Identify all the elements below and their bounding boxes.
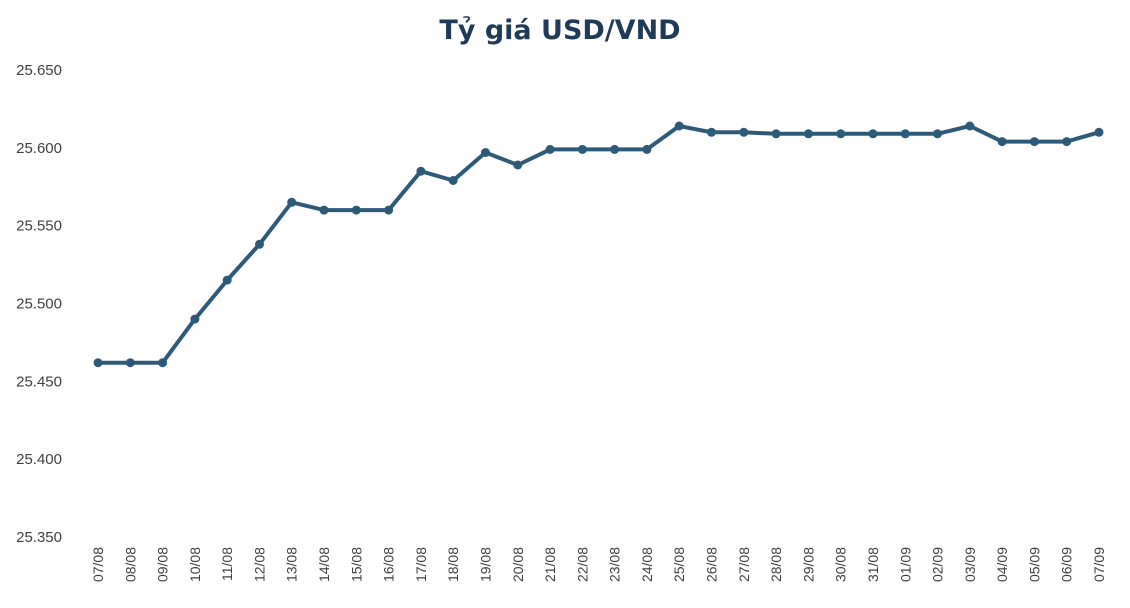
x-tick-label: 30/08 — [833, 547, 849, 582]
x-tick-label: 24/08 — [639, 547, 655, 582]
y-tick-label: 25.600 — [16, 140, 62, 157]
x-tick-label: 06/09 — [1059, 547, 1075, 582]
chart-title: Tỷ giá USD/VND — [439, 15, 680, 46]
x-tick-label: 13/08 — [284, 547, 300, 582]
x-tick-label: 05/09 — [1026, 547, 1042, 582]
x-axis: 07/08 08/08 09/08 10/08 11/08 12/08 13/08 14/08… — [90, 547, 1107, 582]
data-point — [93, 358, 103, 368]
data-point — [803, 129, 813, 139]
data-point — [933, 129, 942, 139]
data-point — [836, 129, 846, 139]
x-tick-label: 02/09 — [930, 547, 946, 582]
x-tick-label: 19/08 — [477, 547, 493, 582]
data-point — [1094, 127, 1104, 137]
x-tick-label: 26/08 — [704, 547, 720, 582]
x-tick-label: 22/08 — [574, 547, 590, 582]
x-tick-label: 15/08 — [348, 547, 364, 582]
data-point — [577, 144, 587, 154]
data-point — [384, 205, 394, 215]
x-tick-label: 11/08 — [219, 547, 235, 581]
x-tick-label: 18/08 — [445, 547, 461, 582]
data-point — [287, 197, 297, 207]
data-point — [416, 166, 426, 176]
data-point — [997, 137, 1007, 147]
y-tick-label: 25.650 — [16, 62, 62, 79]
series-line — [96, 124, 1101, 365]
data-point — [545, 144, 555, 154]
data-point — [965, 121, 975, 131]
x-tick-label: 16/08 — [381, 547, 397, 582]
x-tick-label: 25/08 — [671, 547, 687, 582]
data-point — [481, 148, 490, 157]
data-point — [900, 129, 910, 139]
x-tick-label: 28/08 — [768, 547, 784, 582]
x-tick-label: 20/08 — [510, 547, 526, 582]
data-point — [674, 121, 684, 131]
x-tick-label: 10/08 — [187, 547, 203, 582]
data-point — [642, 144, 652, 154]
x-tick-label: 04/09 — [994, 547, 1010, 582]
x-tick-label: 07/09 — [1091, 547, 1107, 582]
y-tick-label: 25.500 — [16, 296, 62, 313]
y-tick-label: 25.550 — [16, 218, 62, 235]
data-point — [222, 275, 232, 285]
y-axis: 25.350 25.400 25.450 25.500 25.550 25.600 25.6… — [16, 62, 62, 546]
data-point — [351, 205, 361, 215]
x-tick-label: 09/08 — [155, 547, 171, 582]
x-tick-label: 17/08 — [413, 547, 429, 582]
data-point — [1062, 137, 1072, 147]
x-tick-label: 14/08 — [316, 547, 332, 582]
y-tick-label: 25.350 — [16, 529, 62, 546]
data-point — [448, 176, 458, 185]
x-tick-label: 23/08 — [607, 547, 623, 582]
x-tick-label: 03/09 — [962, 547, 978, 582]
data-point — [255, 239, 264, 249]
data-point — [739, 127, 749, 137]
data-point — [610, 144, 620, 154]
x-tick-label: 21/08 — [542, 547, 558, 582]
x-tick-label: 01/09 — [897, 547, 913, 582]
data-point — [513, 160, 523, 170]
data-point — [319, 205, 329, 215]
x-tick-label: 08/08 — [122, 547, 138, 582]
x-tick-label: 12/08 — [251, 547, 267, 582]
data-point — [771, 129, 781, 139]
x-tick-label: 31/08 — [865, 547, 881, 582]
data-point — [125, 358, 135, 368]
data-point — [1029, 137, 1039, 147]
data-point — [158, 358, 168, 368]
x-tick-label: 29/08 — [800, 547, 816, 582]
data-point — [868, 129, 878, 139]
y-tick-label: 25.400 — [16, 451, 62, 468]
series-layer — [93, 121, 1104, 368]
x-tick-label: 07/08 — [90, 547, 106, 582]
data-point — [707, 127, 716, 137]
data-point — [190, 314, 200, 324]
x-tick-label: 27/08 — [736, 547, 752, 582]
y-tick-label: 25.450 — [16, 373, 62, 390]
